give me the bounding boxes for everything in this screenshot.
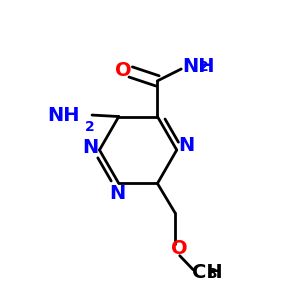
Text: 2: 2	[85, 120, 94, 134]
Text: 2: 2	[198, 61, 208, 74]
Text: CH: CH	[192, 263, 222, 282]
Text: N: N	[178, 136, 194, 155]
Text: N: N	[109, 184, 125, 203]
Text: O: O	[170, 239, 187, 258]
Text: N: N	[82, 137, 99, 157]
Text: O: O	[115, 61, 132, 80]
Text: NH: NH	[48, 106, 80, 124]
Text: 3: 3	[207, 267, 217, 281]
Text: NH: NH	[183, 56, 215, 76]
